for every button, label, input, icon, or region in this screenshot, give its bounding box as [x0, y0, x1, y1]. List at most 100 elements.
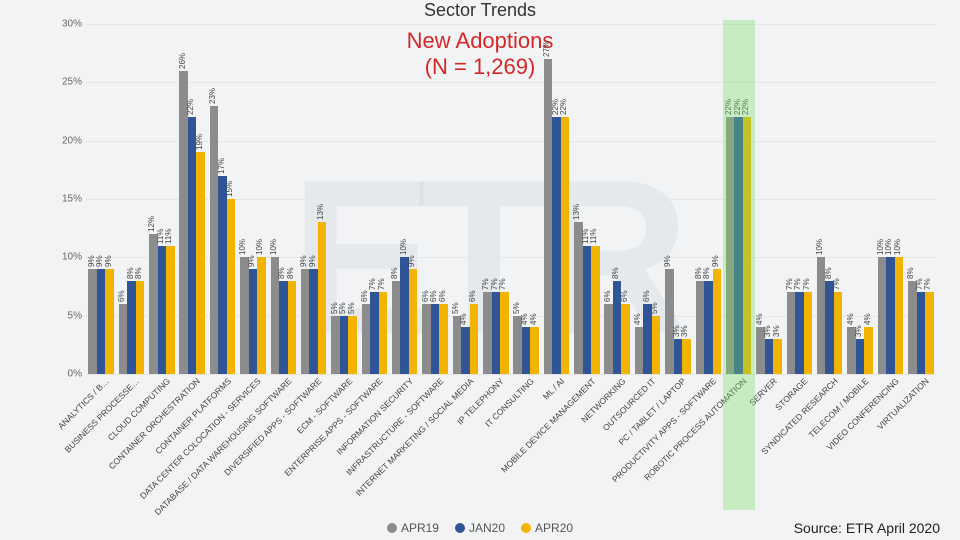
value-label: 7%: [802, 279, 811, 291]
bar-apr19: 23%: [210, 106, 219, 374]
bar-apr20: 7%: [379, 292, 388, 374]
value-label: 3%: [854, 325, 863, 337]
value-label: 8%: [824, 267, 833, 279]
bar-jan20: 7%: [492, 292, 501, 374]
bar-apr19: 7%: [787, 292, 796, 374]
bar-apr20: 3%: [773, 339, 782, 374]
bar-jan20: 7%: [795, 292, 804, 374]
value-label: 4%: [633, 314, 642, 326]
value-label: 5%: [338, 302, 347, 314]
category-group: 4%6%5%: [632, 24, 662, 374]
bar-apr19: 8%: [392, 281, 401, 374]
bar-apr20: 9%: [713, 269, 722, 374]
value-label: 11%: [164, 228, 173, 243]
value-label: 8%: [277, 267, 286, 279]
bar-apr19: 7%: [483, 292, 492, 374]
value-label: 9%: [407, 255, 416, 267]
legend-item-apr20: APR20: [521, 521, 573, 535]
category-group: 22%22%22%: [724, 24, 754, 374]
bar-apr20: 9%: [409, 269, 418, 374]
value-label: 9%: [95, 255, 104, 267]
y-tick-label: 0%: [68, 369, 86, 380]
bar-jan20: 17%: [218, 176, 227, 374]
value-label: 10%: [238, 239, 247, 255]
value-label: 8%: [611, 267, 620, 279]
bar-apr20: 6%: [470, 304, 479, 374]
value-label: 10%: [893, 239, 902, 255]
value-label: 3%: [763, 325, 772, 337]
bar-apr20: 3%: [682, 339, 691, 374]
value-label: 13%: [572, 204, 581, 220]
value-label: 7%: [923, 279, 932, 291]
bar-jan20: 7%: [917, 292, 926, 374]
y-tick-label: 5%: [68, 310, 86, 321]
bar-apr20: 10%: [257, 257, 266, 374]
bar-jan20: 9%: [249, 269, 258, 374]
bar-apr20: 5%: [348, 316, 357, 374]
value-label: 6%: [429, 290, 438, 302]
bar-jan20: 8%: [704, 281, 713, 374]
value-label: 7%: [377, 279, 386, 291]
category-group: 27%22%22%: [541, 24, 571, 374]
bar-jan20: 11%: [583, 246, 592, 374]
chart-root: ETR Sector Trends New Adoptions (N = 1,2…: [0, 0, 960, 540]
value-label: 6%: [620, 290, 629, 302]
bar-jan20: 11%: [158, 246, 167, 374]
bar-apr19: 5%: [331, 316, 340, 374]
bar-apr20: 4%: [864, 327, 873, 374]
category-group: 6%8%6%: [602, 24, 632, 374]
value-label: 6%: [603, 290, 612, 302]
bar-apr19: 12%: [149, 234, 158, 374]
category-group: 5%4%4%: [511, 24, 541, 374]
x-tick-label: ML / AI: [541, 376, 567, 402]
value-label: 10%: [255, 239, 264, 255]
value-label: 10%: [815, 239, 824, 255]
category-group: 23%17%15%: [207, 24, 237, 374]
bar-jan20: 4%: [522, 327, 531, 374]
value-label: 17%: [217, 158, 226, 174]
bar-apr20: 7%: [804, 292, 813, 374]
value-label: 6%: [438, 290, 447, 302]
value-label: 4%: [459, 314, 468, 326]
value-label: 8%: [906, 267, 915, 279]
category-group: 4%3%4%: [845, 24, 875, 374]
legend-label: JAN20: [469, 521, 505, 535]
bar-apr20: 8%: [136, 281, 145, 374]
bar-jan20: 3%: [765, 339, 774, 374]
category-group: 4%3%3%: [754, 24, 784, 374]
source-note: Source: ETR April 2020: [794, 520, 940, 536]
bar-apr20: 11%: [166, 246, 175, 374]
value-label: 9%: [711, 255, 720, 267]
legend-item-apr19: APR19: [387, 521, 439, 535]
bar-apr20: 6%: [439, 304, 448, 374]
value-label: 10%: [399, 239, 408, 255]
category-group: 13%11%11%: [572, 24, 602, 374]
value-label: 23%: [208, 88, 217, 104]
value-label: 22%: [741, 99, 750, 115]
bar-apr20: 4%: [530, 327, 539, 374]
value-label: 6%: [360, 290, 369, 302]
chart-title: Sector Trends: [0, 0, 960, 21]
value-label: 6%: [117, 290, 126, 302]
value-label: 7%: [498, 279, 507, 291]
bar-apr20: 7%: [834, 292, 843, 374]
category-group: 8% 7%7%: [906, 24, 936, 374]
category-group: 6%8%8%: [116, 24, 146, 374]
value-label: 26%: [178, 53, 187, 69]
value-label: 4%: [755, 314, 764, 326]
bar-jan20: 8%: [825, 281, 834, 374]
value-label: 8%: [390, 267, 399, 279]
y-tick-label: 15%: [62, 194, 86, 205]
bar-apr19: 9%: [301, 269, 310, 374]
category-group: 6%6%6%: [420, 24, 450, 374]
bar-apr20: 9%: [105, 269, 114, 374]
value-label: 5%: [451, 302, 460, 314]
value-label: 4%: [529, 314, 538, 326]
bar-apr19: 6%: [119, 304, 128, 374]
bar-apr19: 22%: [726, 117, 735, 374]
value-label: 8%: [134, 267, 143, 279]
value-label: 9%: [663, 255, 672, 267]
bar-jan20: 22%: [188, 117, 197, 374]
value-label: 9%: [247, 255, 256, 267]
value-label: 22%: [559, 99, 568, 115]
